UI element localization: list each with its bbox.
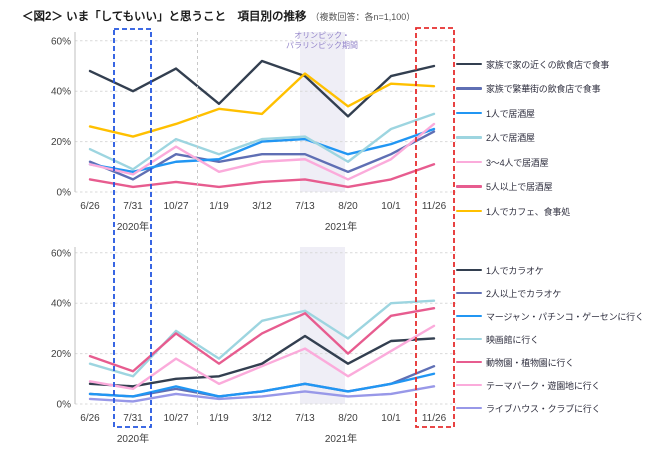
legend-item: 2人以上でカラオケ bbox=[456, 286, 561, 300]
series-line bbox=[88, 59, 436, 118]
olympic-period-band bbox=[300, 32, 345, 192]
x-axis-tick-label: 10/27 bbox=[163, 413, 188, 424]
legend-label: 5人以上で居酒屋 bbox=[486, 182, 553, 192]
year-label-2020: 2020年 bbox=[117, 220, 149, 233]
x-axis-tick-label: 11/26 bbox=[422, 201, 447, 212]
y-axis-tick-label: 20% bbox=[51, 137, 71, 148]
x-axis-tick-label: 7/31 bbox=[123, 413, 143, 424]
y-axis-tick-label: 60% bbox=[51, 36, 71, 47]
legend-line-swatch bbox=[456, 383, 482, 387]
x-axis-tick-label: 1/19 bbox=[209, 413, 229, 424]
legend-label: ライブハウス・クラブに行く bbox=[486, 403, 601, 414]
series-line bbox=[88, 385, 436, 403]
series-line bbox=[88, 372, 436, 398]
legend-item: テーマパーク・遊園地に行く bbox=[456, 378, 600, 392]
figure-title: ＜図2＞ いま「してもいい」と思うこと 項目別の推移 bbox=[22, 11, 307, 23]
legend-item: 1人でカラオケ bbox=[456, 263, 544, 277]
legend-line-swatch bbox=[456, 360, 482, 364]
y-axis-tick-label: 0% bbox=[57, 188, 72, 199]
legend-line-swatch bbox=[456, 209, 482, 213]
legend-item: 5人以上で居酒屋 bbox=[456, 180, 553, 194]
legend-item: 動物園・植物園に行く bbox=[456, 355, 574, 369]
x-axis-tick-label: 10/27 bbox=[163, 201, 188, 212]
year-label-2021: 2021年 bbox=[325, 432, 357, 445]
series-line bbox=[88, 130, 436, 181]
legend-line-swatch bbox=[456, 136, 482, 139]
legend-line-swatch bbox=[456, 111, 482, 115]
series-line bbox=[88, 324, 436, 391]
y-axis-tick-label: 40% bbox=[51, 299, 71, 310]
olympic-period-label-line2: パラリンピック期間 bbox=[286, 41, 358, 50]
legend-item: ライブハウス・クラブに行く bbox=[456, 401, 601, 415]
x-axis-tick-label: 1/19 bbox=[209, 201, 229, 212]
legend-label: テーマパーク・遊園地に行く bbox=[486, 380, 601, 391]
legend-label: 映画館に行く bbox=[486, 334, 539, 345]
legend-item: マージャン・パチンコ・ゲーセンに行く bbox=[456, 309, 644, 323]
y-axis-tick-label: 60% bbox=[51, 248, 71, 259]
series-line bbox=[88, 72, 436, 138]
legend-item: 3～4人で居酒屋 bbox=[456, 155, 549, 169]
x-axis-tick-label: 10/1 bbox=[381, 201, 401, 212]
highlight-box-red-11-26 bbox=[415, 27, 455, 428]
legend-line-swatch bbox=[456, 268, 482, 272]
legend-label: 2人以上でカラオケ bbox=[486, 288, 562, 299]
x-axis-tick-label: 6/26 bbox=[80, 201, 100, 212]
highlight-box-blue-7-31 bbox=[113, 28, 152, 428]
series-line bbox=[88, 127, 436, 174]
legend-line-swatch bbox=[456, 87, 482, 90]
legend-label: 動物園・植物園に行く bbox=[486, 357, 575, 368]
legend-label: 2人で居酒屋 bbox=[486, 133, 535, 143]
legend-item: 1人でカフェ、食事処 bbox=[456, 204, 570, 218]
x-axis-tick-label: 8/20 bbox=[338, 413, 358, 424]
x-axis-tick-label: 3/12 bbox=[252, 201, 272, 212]
series-line bbox=[88, 307, 436, 373]
legend-bottom-chart: 1人でカラオケ 2人以上でカラオケマージャン・パチンコ・ゲーセンに行く 映画館に行く… bbox=[456, 0, 650, 449]
series-line bbox=[88, 163, 436, 189]
legend-line-swatch bbox=[456, 185, 482, 188]
legend-item: 家族で家の近くの飲食店で食事 bbox=[456, 57, 609, 71]
legend-line-swatch bbox=[456, 291, 482, 295]
legend-label: 家族で繁華街の飲食店で食事 bbox=[486, 84, 601, 94]
figure-title-note: （複数回答：各n=1,100） bbox=[310, 12, 416, 22]
legend-line-swatch bbox=[456, 337, 482, 341]
legend-item: 2人で居酒屋 bbox=[456, 131, 535, 145]
legend-line-swatch bbox=[456, 406, 482, 410]
legend-label: 1人でカラオケ bbox=[486, 265, 544, 276]
year-label-2020: 2020年 bbox=[117, 432, 149, 445]
legend-item: 映画館に行く bbox=[456, 332, 539, 346]
legend-item: 1人で居酒屋 bbox=[456, 106, 535, 120]
legend-label: マージャン・パチンコ・ゲーセンに行く bbox=[486, 311, 644, 322]
x-axis-tick-label: 3/12 bbox=[252, 413, 272, 424]
legend-label: 家族で家の近くの飲食店で食事 bbox=[486, 59, 610, 70]
x-axis-tick-label: 7/13 bbox=[295, 201, 315, 212]
x-axis-tick-label: 6/26 bbox=[80, 413, 100, 424]
series-line bbox=[88, 112, 436, 171]
legend-label: 3～4人で居酒屋 bbox=[486, 157, 549, 168]
olympic-period-label-line1: オリンピック・ bbox=[294, 31, 350, 40]
figure-title-row: ＜図2＞ いま「してもいい」と思うこと 項目別の推移 （複数回答：各n=1,100… bbox=[22, 7, 415, 25]
y-axis-tick-label: 40% bbox=[51, 87, 71, 98]
series-line bbox=[88, 334, 436, 388]
x-axis-tick-label: 7/13 bbox=[295, 413, 315, 424]
legend-line-swatch bbox=[456, 62, 482, 66]
y-axis-tick-label: 0% bbox=[57, 400, 72, 411]
olympic-period-band bbox=[300, 247, 345, 404]
year-label-2021: 2021年 bbox=[325, 220, 357, 233]
x-axis-tick-label: 11/26 bbox=[422, 413, 447, 424]
legend-top-chart: 家族で家の近くの飲食店で食事 家族で繁華街の飲食店で食事 1人で居酒屋 2人で居酒屋 3… bbox=[456, 0, 650, 449]
x-axis-tick-label: 10/1 bbox=[381, 413, 401, 424]
y-axis-tick-label: 20% bbox=[51, 349, 71, 360]
legend-line-swatch bbox=[456, 160, 482, 164]
legend-label: 1人でカフェ、食事処 bbox=[486, 206, 571, 217]
legend-line-swatch bbox=[456, 314, 482, 318]
series-line bbox=[88, 299, 436, 378]
x-axis-tick-label: 8/20 bbox=[338, 201, 358, 212]
series-line bbox=[88, 122, 436, 181]
legend-label: 1人で居酒屋 bbox=[486, 108, 535, 119]
legend-item: 家族で繁華街の飲食店で食事 bbox=[456, 82, 601, 96]
x-axis-tick-label: 7/31 bbox=[123, 201, 143, 212]
